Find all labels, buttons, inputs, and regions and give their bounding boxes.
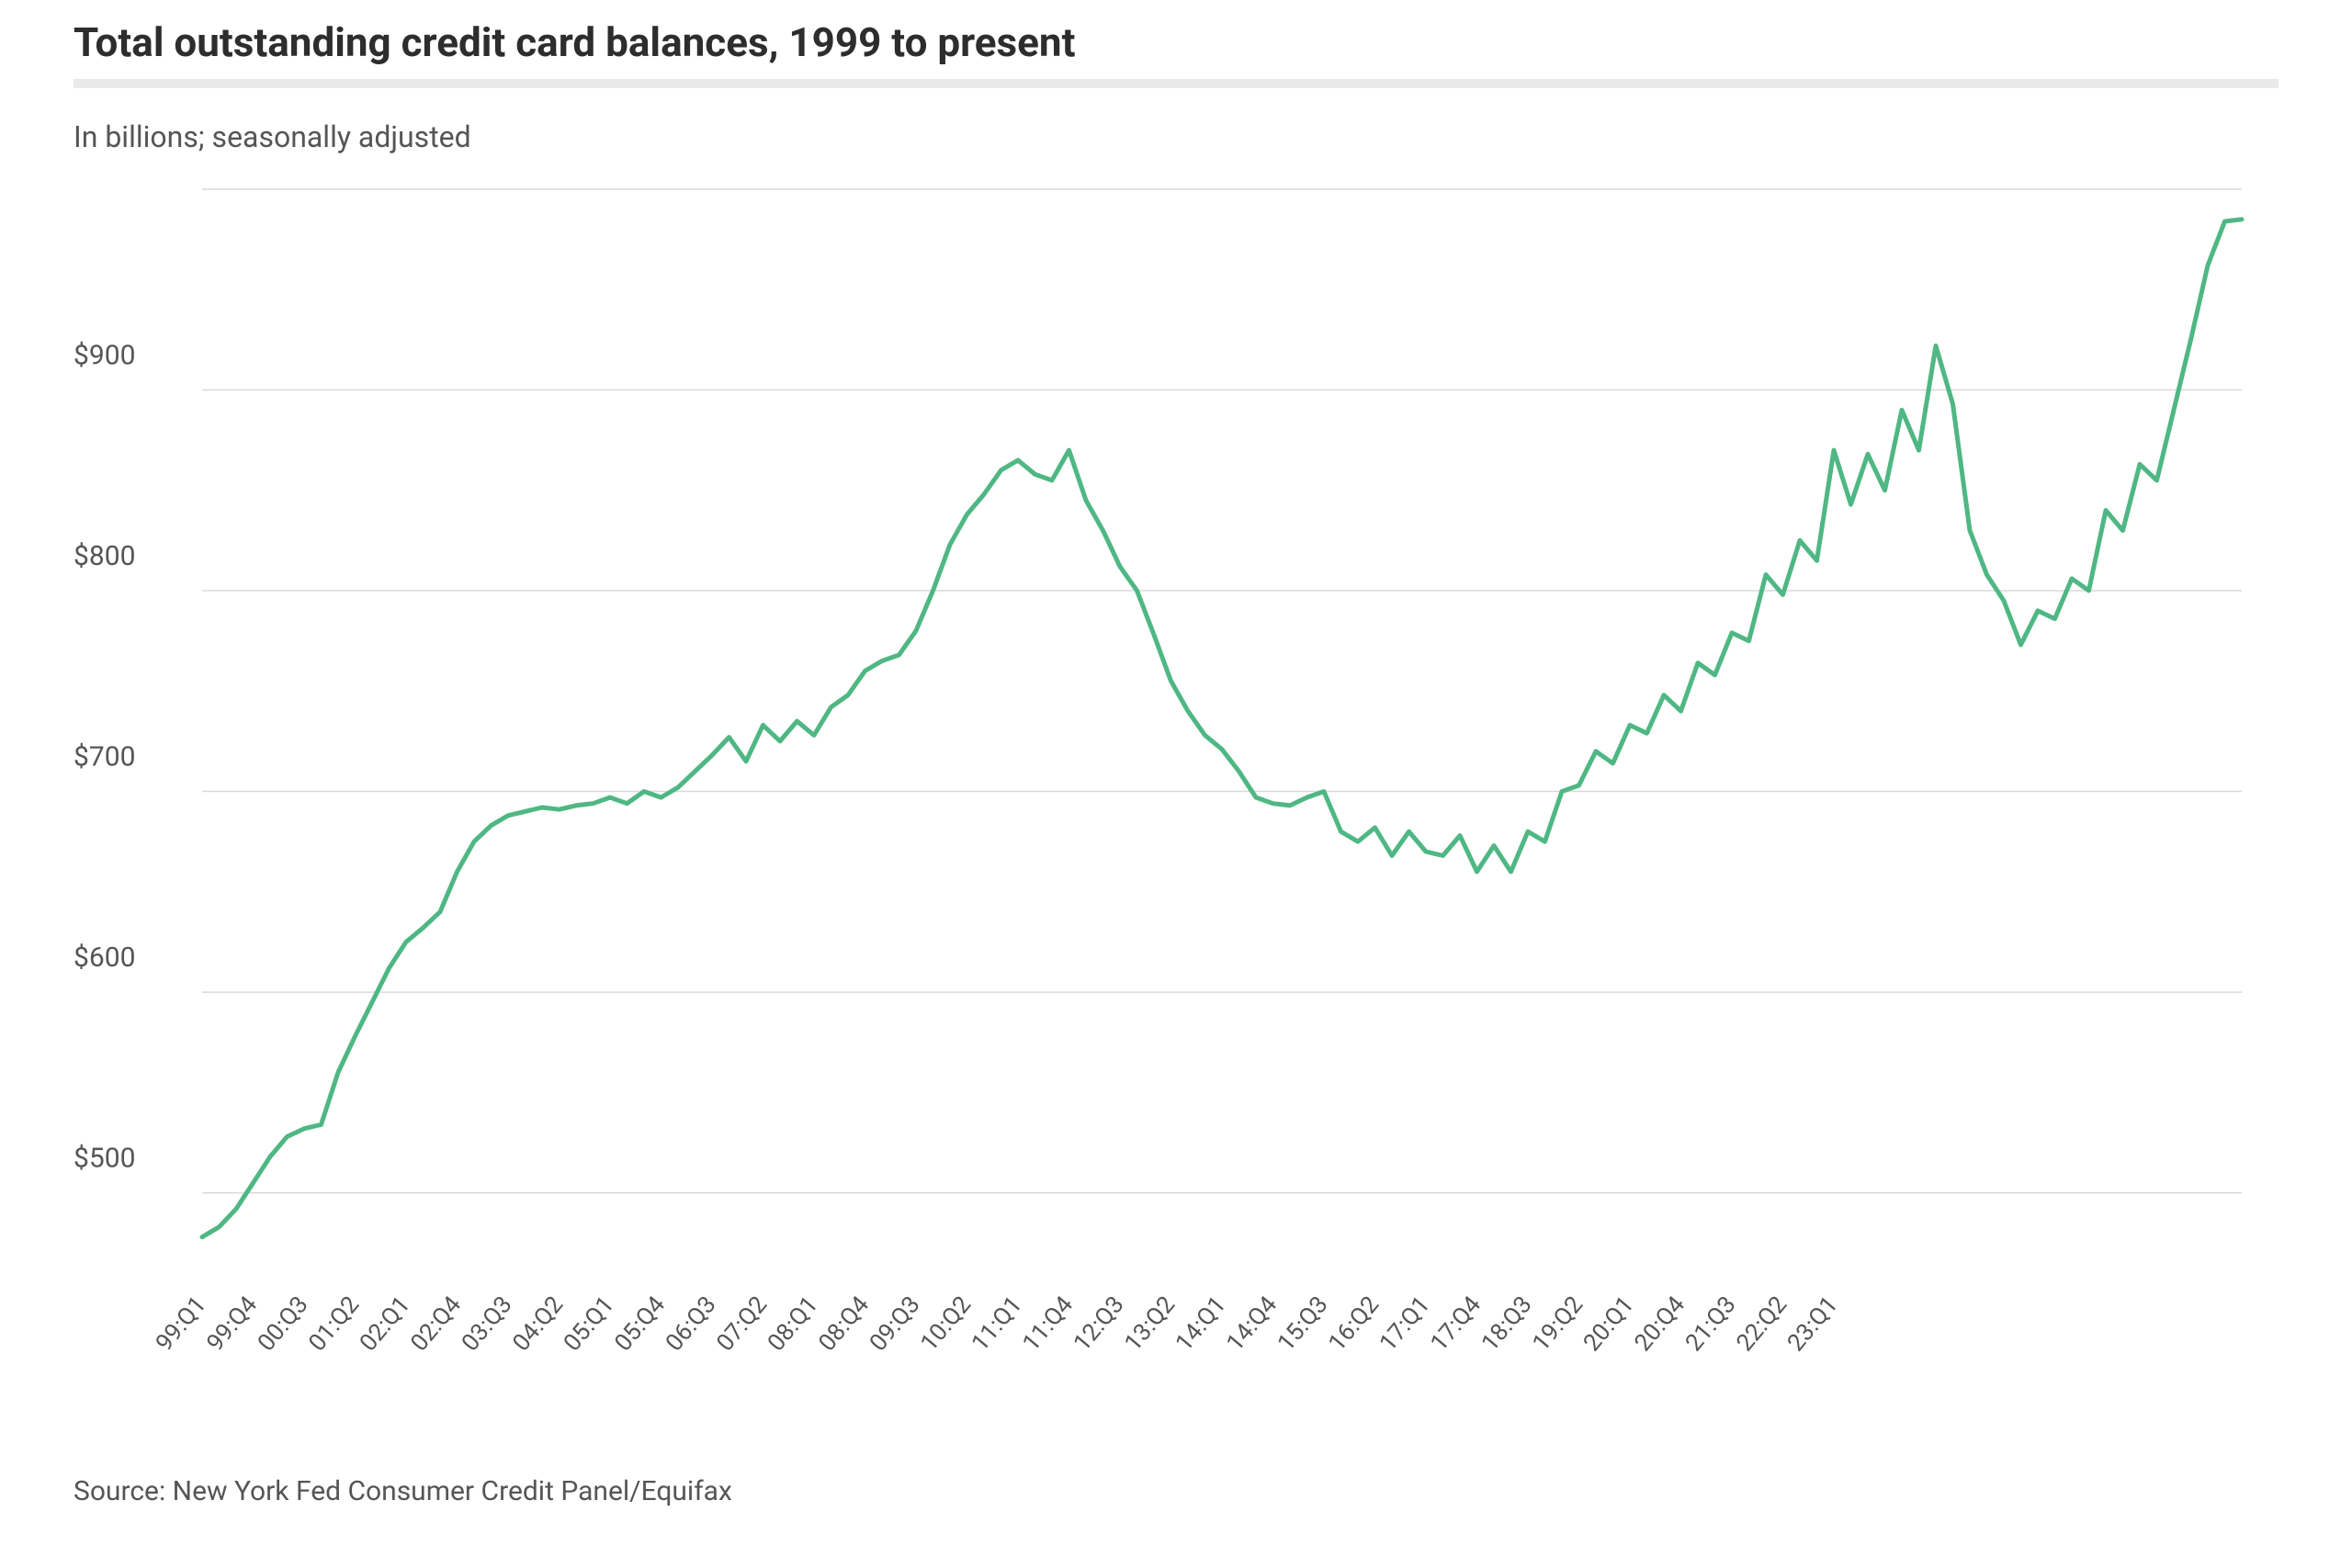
svg-text:23:Q1: 23:Q1 xyxy=(1782,1292,1844,1357)
svg-text:99:Q4: 99:Q4 xyxy=(201,1291,263,1357)
svg-text:$700: $700 xyxy=(74,741,135,773)
svg-text:01:Q2: 01:Q2 xyxy=(303,1292,365,1357)
svg-text:03:Q3: 03:Q3 xyxy=(457,1292,518,1357)
svg-text:04:Q2: 04:Q2 xyxy=(507,1292,569,1357)
line-chart-svg: $500$600$700$800$900$1,00099:Q199:Q400:Q… xyxy=(74,180,2278,1448)
svg-text:08:Q4: 08:Q4 xyxy=(813,1291,875,1357)
svg-text:11:Q4: 11:Q4 xyxy=(1017,1291,1079,1357)
svg-text:12:Q3: 12:Q3 xyxy=(1069,1292,1130,1357)
svg-text:$600: $600 xyxy=(74,942,135,974)
svg-text:22:Q2: 22:Q2 xyxy=(1731,1292,1792,1357)
chart-container: Total outstanding credit card balances, … xyxy=(0,0,2352,1568)
chart-plot-area: $500$600$700$800$900$1,00099:Q199:Q400:Q… xyxy=(74,180,2278,1448)
chart-subtitle: In billions; seasonally adjusted xyxy=(74,119,2278,154)
svg-text:10:Q2: 10:Q2 xyxy=(915,1292,977,1357)
svg-text:13:Q2: 13:Q2 xyxy=(1119,1292,1181,1357)
svg-text:02:Q4: 02:Q4 xyxy=(405,1291,467,1357)
svg-text:$900: $900 xyxy=(74,340,135,372)
svg-text:15:Q3: 15:Q3 xyxy=(1272,1292,1334,1357)
svg-text:99:Q1: 99:Q1 xyxy=(151,1292,212,1357)
title-divider xyxy=(74,79,2278,88)
svg-text:08:Q1: 08:Q1 xyxy=(763,1292,824,1357)
svg-text:09:Q3: 09:Q3 xyxy=(865,1292,926,1357)
svg-text:14:Q1: 14:Q1 xyxy=(1170,1292,1232,1357)
chart-title: Total outstanding credit card balances, … xyxy=(74,18,2278,66)
svg-text:$500: $500 xyxy=(74,1143,135,1175)
svg-text:05:Q4: 05:Q4 xyxy=(609,1291,671,1357)
svg-text:21:Q3: 21:Q3 xyxy=(1680,1292,1742,1357)
svg-text:20:Q1: 20:Q1 xyxy=(1578,1292,1640,1357)
svg-text:07:Q2: 07:Q2 xyxy=(711,1292,773,1357)
svg-text:16:Q2: 16:Q2 xyxy=(1323,1292,1385,1357)
svg-text:19:Q2: 19:Q2 xyxy=(1527,1292,1589,1357)
chart-source: Source: New York Fed Consumer Credit Pan… xyxy=(74,1475,2278,1507)
svg-text:17:Q4: 17:Q4 xyxy=(1425,1291,1487,1357)
svg-text:14:Q4: 14:Q4 xyxy=(1221,1291,1283,1357)
svg-text:02:Q1: 02:Q1 xyxy=(355,1292,416,1357)
svg-text:05:Q1: 05:Q1 xyxy=(559,1292,620,1357)
svg-text:17:Q1: 17:Q1 xyxy=(1374,1292,1436,1357)
svg-text:18:Q3: 18:Q3 xyxy=(1476,1292,1538,1357)
svg-text:11:Q1: 11:Q1 xyxy=(967,1292,1028,1357)
svg-text:$800: $800 xyxy=(74,540,135,572)
svg-text:06:Q3: 06:Q3 xyxy=(661,1292,722,1357)
svg-text:00:Q3: 00:Q3 xyxy=(253,1292,314,1357)
svg-text:20:Q4: 20:Q4 xyxy=(1629,1291,1690,1357)
